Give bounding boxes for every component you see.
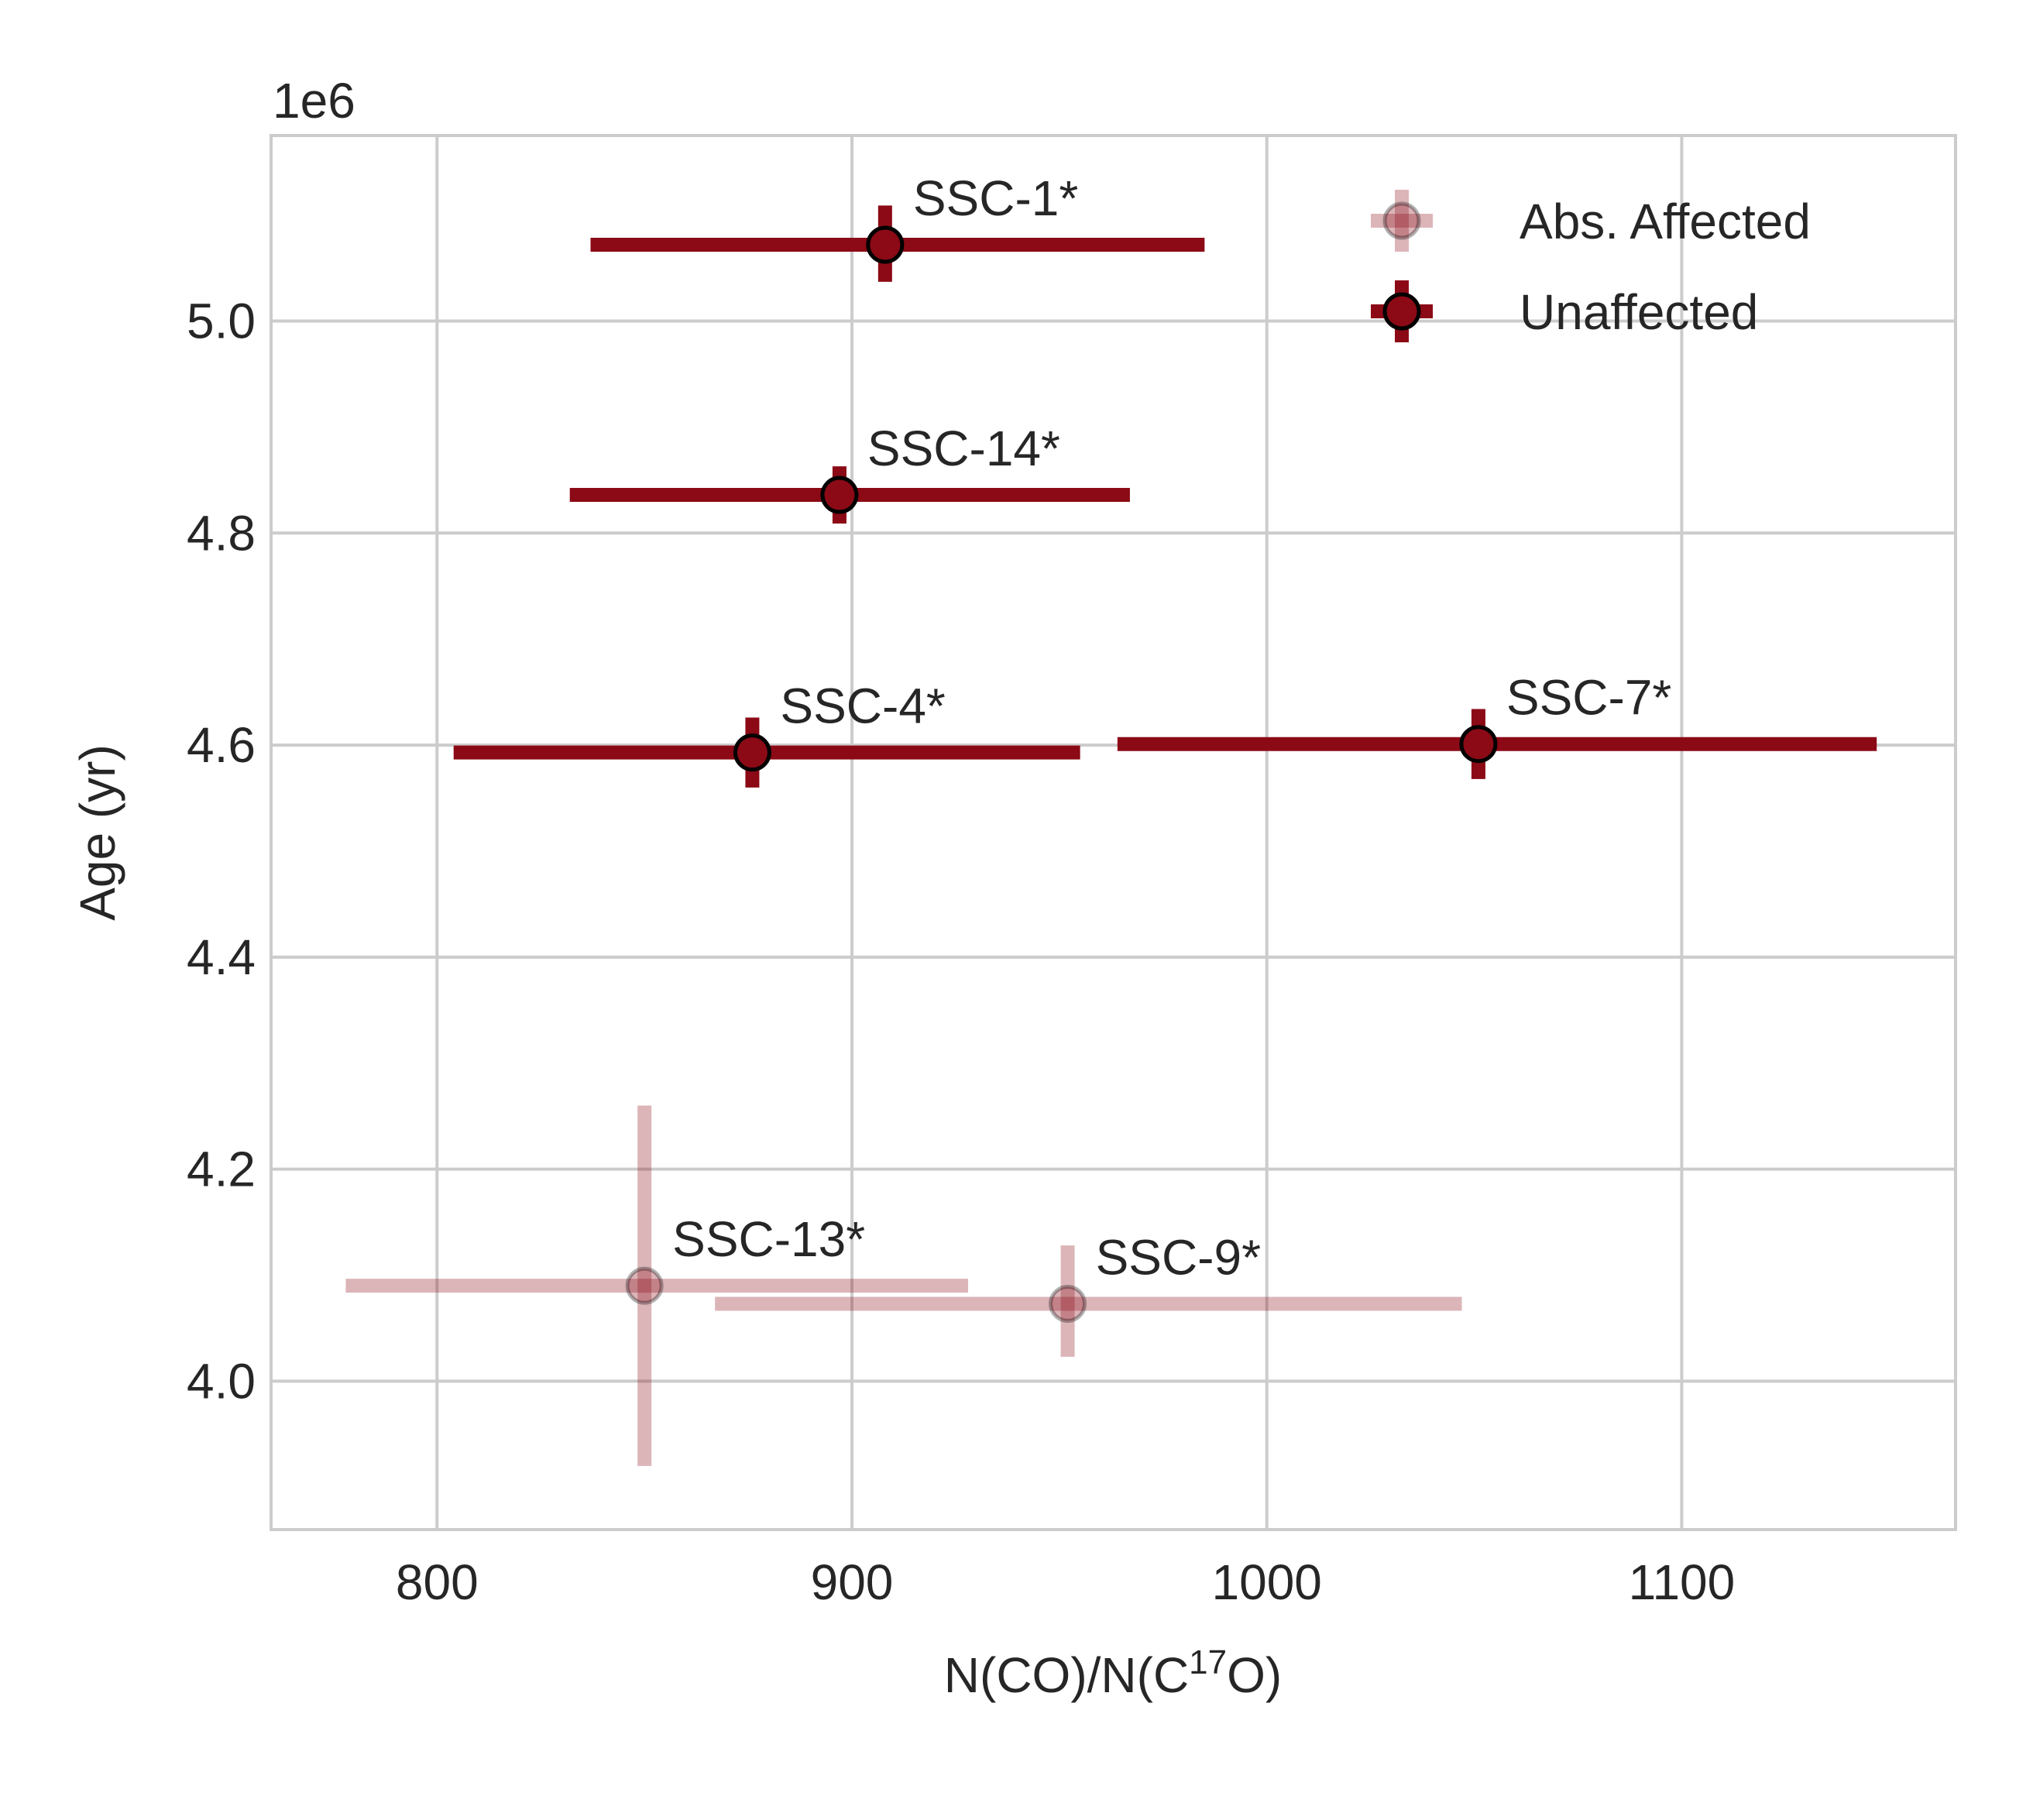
legend-entry-unaffected: Unaffected (1371, 280, 1758, 342)
point-ssc-9 (1049, 1284, 1087, 1323)
label-ssc-14: SSC-14* (867, 421, 1060, 476)
x-tick-label: 800 (396, 1554, 479, 1610)
plot-frame (270, 134, 1957, 1531)
legend-abs-affected-marker (1382, 201, 1421, 240)
grid (271, 136, 1956, 1530)
ticks: 800 900 1000 1100 4.0 4.2 4.4 4.6 4.8 5.0 (187, 294, 1735, 1610)
x-axis-label: N(CO)/N(C17O) (944, 1643, 1282, 1703)
y-tick-label: 4.8 (187, 505, 256, 561)
legend-unaffected-marker (1382, 292, 1421, 331)
y-tick-label: 4.4 (187, 929, 256, 985)
y-tick-label: 5.0 (187, 294, 256, 349)
y-offset-text: 1e6 (273, 73, 355, 129)
series-unaffected (453, 205, 1877, 788)
x-tick-label: 1000 (1212, 1554, 1322, 1610)
series-abs-affected (345, 1105, 1462, 1466)
point-ssc-7 (1459, 725, 1498, 764)
x-tick-label: 900 (811, 1554, 894, 1610)
label-ssc-4: SSC-4* (780, 678, 945, 734)
label-ssc-7: SSC-7* (1506, 670, 1671, 726)
annotations: SSC-13* SSC-9* SSC-1* SSC-14* SSC-4* SSC-7* (672, 170, 1671, 1285)
label-ssc-13: SSC-13* (672, 1211, 865, 1267)
legend-entry-abs-affected: Abs. Affected (1371, 190, 1811, 252)
label-ssc-1: SSC-1* (913, 170, 1078, 226)
data-layer (345, 205, 1877, 1466)
x-axis-label-superscript: 17 (1189, 1643, 1227, 1681)
x-tick-label: 1100 (1629, 1554, 1736, 1610)
point-ssc-4 (733, 733, 771, 772)
legend-unaffected-label: Unaffected (1520, 284, 1758, 340)
y-tick-label: 4.6 (187, 717, 256, 773)
y-tick-label: 4.0 (187, 1353, 256, 1409)
point-ssc-14 (820, 476, 859, 514)
y-axis-label: Age (yr) (70, 744, 125, 921)
point-ssc-1 (866, 225, 905, 264)
label-ssc-9: SSC-9* (1096, 1229, 1261, 1285)
legend: Abs. Affected Unaffected (1371, 190, 1811, 342)
legend-abs-affected-label: Abs. Affected (1520, 194, 1811, 249)
point-ssc-13 (625, 1266, 664, 1305)
y-tick-label: 4.2 (187, 1142, 256, 1197)
